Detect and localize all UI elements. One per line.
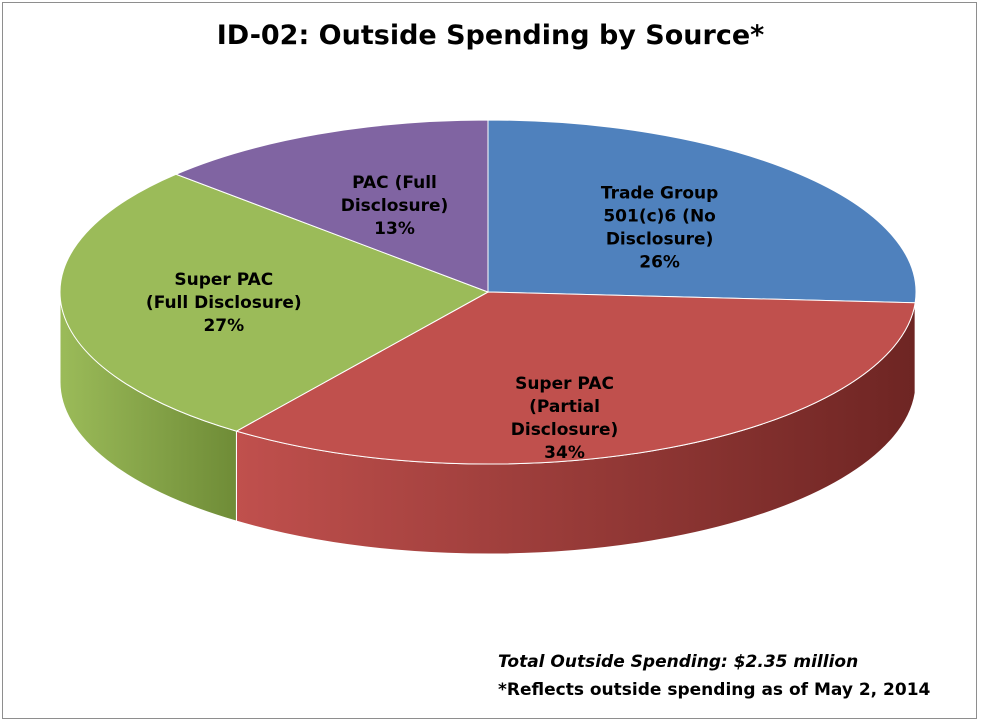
slice-percent-label: 34%	[544, 443, 585, 463]
total-spending-note: Total Outside Spending: $2.35 million	[498, 652, 859, 672]
slice-name-line: Disclosure)	[511, 420, 619, 440]
slice-percent-label: 26%	[639, 253, 680, 273]
slice-name-line: Trade Group	[601, 184, 719, 204]
slice-name-line: Super PAC	[515, 374, 614, 394]
slice-name-line: PAC (Full	[352, 173, 437, 193]
pie-slice-label-0: Trade Group 501(c)6 (No Disclosure) 26%	[601, 184, 719, 273]
slice-name-line: Super PAC	[174, 270, 273, 290]
pie-slice-1	[235, 291, 916, 465]
pie-slice-label-3: PAC (Full Disclosure) 13%	[341, 173, 449, 239]
slice-name-line: (Partial	[529, 397, 600, 417]
pie-tops	[59, 119, 917, 465]
slice-percent-label: 13%	[374, 219, 415, 239]
slice-percent-label: 27%	[203, 316, 244, 336]
pie-slice-3	[174, 119, 489, 293]
chart-title: ID-02: Outside Spending by Source*	[216, 20, 765, 51]
pie-slice-label-2: Super PAC (Full Disclosure) 27%	[146, 270, 302, 336]
as-of-date-note: *Reflects outside spending as of May 2, …	[498, 680, 931, 700]
slice-name-line: 501(c)6 (No	[603, 207, 716, 227]
pie-slice-2	[59, 173, 490, 432]
slice-name-line: Disclosure)	[341, 196, 449, 216]
slice-name-line: Disclosure)	[606, 230, 714, 250]
pie-slice-0	[487, 119, 917, 304]
pie-labels: Trade Group 501(c)6 (No Disclosure) 26% Supe…	[146, 173, 718, 463]
pie-slice-label-1: Super PAC (Partial Disclosure) 34%	[511, 374, 619, 463]
slice-name-line: (Full Disclosure)	[146, 293, 302, 313]
